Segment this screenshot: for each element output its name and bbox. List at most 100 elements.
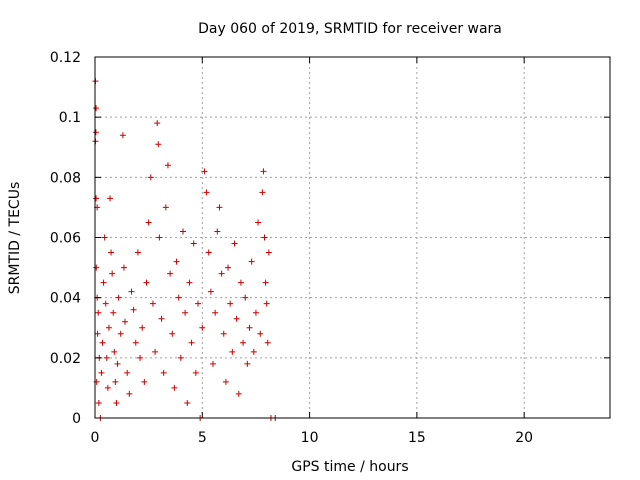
data-point bbox=[111, 348, 118, 355]
data-point bbox=[203, 189, 210, 196]
data-point bbox=[155, 141, 162, 148]
x-tick-label: 15 bbox=[408, 430, 426, 446]
data-point bbox=[250, 348, 257, 355]
data-point bbox=[201, 168, 208, 175]
data-point bbox=[173, 258, 180, 265]
data-point bbox=[169, 330, 176, 337]
y-tick-label: 0.12 bbox=[50, 50, 81, 66]
data-point bbox=[259, 189, 266, 196]
data-point bbox=[192, 369, 199, 376]
data-point bbox=[105, 324, 112, 331]
x-tick-label: 0 bbox=[91, 430, 100, 446]
data-point bbox=[113, 399, 120, 406]
data-point bbox=[237, 279, 244, 286]
data-point bbox=[235, 390, 242, 397]
y-tick-label: 0.02 bbox=[50, 351, 81, 367]
data-point bbox=[195, 300, 201, 307]
y-axis-label: SRMTID / TECUs bbox=[7, 182, 23, 295]
data-points bbox=[92, 78, 279, 421]
data-point bbox=[252, 309, 259, 316]
data-point bbox=[141, 378, 148, 385]
axis-ticks: 0 0.02 0.04 0.06 0.08 0.1 0.12 0 5 10 15 20 bbox=[50, 50, 610, 446]
data-point bbox=[260, 168, 267, 175]
data-point bbox=[231, 240, 238, 247]
data-point bbox=[130, 306, 137, 313]
data-point bbox=[100, 279, 107, 286]
data-point bbox=[156, 234, 163, 241]
data-point bbox=[149, 300, 156, 307]
data-point bbox=[262, 279, 269, 286]
data-point bbox=[265, 249, 272, 256]
data-point bbox=[115, 294, 122, 301]
y-tick-label: 0.04 bbox=[50, 291, 81, 307]
data-point bbox=[240, 339, 247, 346]
data-point bbox=[143, 279, 150, 286]
data-point bbox=[119, 132, 126, 139]
data-point bbox=[110, 309, 117, 316]
data-point bbox=[212, 309, 219, 316]
data-point bbox=[162, 204, 169, 211]
y-tick-label: 0.1 bbox=[59, 110, 81, 126]
data-point bbox=[207, 288, 214, 295]
data-point bbox=[222, 378, 229, 385]
data-point bbox=[220, 330, 227, 337]
x-axis-label: GPS time / hours bbox=[291, 459, 408, 475]
y-tick-label: 0.06 bbox=[50, 231, 81, 247]
data-point bbox=[93, 264, 100, 271]
data-point bbox=[134, 249, 141, 256]
data-point bbox=[218, 270, 225, 277]
chart-title: Day 060 of 2019, SRMTID for receiver war… bbox=[198, 21, 502, 37]
data-point bbox=[93, 105, 100, 112]
data-point bbox=[92, 129, 99, 136]
data-point bbox=[95, 399, 102, 406]
data-point bbox=[225, 264, 232, 271]
grid-lines bbox=[95, 57, 610, 418]
data-point bbox=[94, 330, 101, 337]
data-point bbox=[199, 324, 206, 331]
y-tick-label: 0 bbox=[72, 411, 81, 427]
data-point bbox=[124, 369, 131, 376]
data-point bbox=[214, 228, 221, 235]
data-point bbox=[263, 300, 270, 307]
data-point bbox=[171, 384, 178, 391]
data-point bbox=[167, 270, 174, 277]
data-point bbox=[145, 219, 152, 226]
data-point bbox=[188, 339, 195, 346]
plot-border bbox=[94, 56, 611, 419]
y-tick-label: 0.08 bbox=[50, 170, 81, 186]
data-point bbox=[128, 288, 135, 295]
data-point bbox=[186, 279, 193, 286]
data-point bbox=[244, 360, 251, 367]
data-point bbox=[210, 360, 217, 367]
x-tick-label: 20 bbox=[515, 430, 533, 446]
data-point bbox=[261, 234, 268, 241]
x-tick-label: 5 bbox=[198, 430, 207, 446]
data-point bbox=[158, 315, 165, 322]
data-point bbox=[160, 369, 167, 376]
data-point bbox=[264, 339, 271, 346]
data-point bbox=[114, 360, 121, 367]
data-point bbox=[179, 228, 186, 235]
data-point bbox=[182, 309, 189, 316]
data-point bbox=[107, 195, 114, 202]
data-point bbox=[95, 309, 102, 316]
data-point bbox=[109, 270, 116, 277]
x-tick-label: 10 bbox=[301, 430, 319, 446]
data-point bbox=[93, 195, 100, 202]
data-point bbox=[103, 354, 110, 361]
data-point bbox=[205, 249, 212, 256]
data-point bbox=[122, 318, 129, 325]
data-point bbox=[117, 330, 124, 337]
data-point bbox=[137, 354, 144, 361]
data-point bbox=[255, 219, 262, 226]
data-point bbox=[154, 120, 161, 127]
data-point bbox=[164, 162, 171, 169]
data-point bbox=[190, 240, 197, 247]
data-point bbox=[257, 330, 264, 337]
data-point bbox=[147, 174, 154, 181]
data-point bbox=[120, 264, 127, 271]
data-point bbox=[102, 300, 109, 307]
data-point bbox=[216, 204, 223, 211]
data-point bbox=[229, 348, 236, 355]
